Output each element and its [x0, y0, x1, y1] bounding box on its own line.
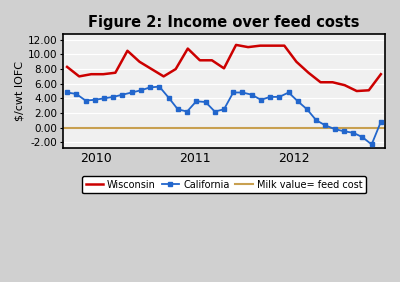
California — [65, 91, 70, 94]
Legend: Wisconsin, California, Milk value= feed cost: Wisconsin, California, Milk value= feed … — [82, 176, 366, 193]
California — [378, 120, 383, 124]
California — [351, 131, 356, 135]
Wisconsin — [173, 67, 178, 71]
Wisconsin — [210, 59, 214, 62]
Wisconsin — [137, 60, 142, 63]
Y-axis label: $/cwt IOFC: $/cwt IOFC — [15, 61, 25, 121]
Wisconsin — [342, 83, 347, 87]
California — [194, 100, 199, 103]
California — [157, 85, 162, 88]
California — [277, 95, 282, 99]
Wisconsin — [89, 72, 94, 76]
California — [212, 110, 217, 113]
California — [240, 91, 245, 94]
California — [102, 97, 106, 100]
Title: Figure 2: Income over feed costs: Figure 2: Income over feed costs — [88, 15, 360, 30]
Wisconsin — [149, 67, 154, 71]
California — [332, 127, 337, 131]
Wisconsin — [366, 89, 371, 92]
California — [314, 119, 319, 122]
California — [129, 91, 134, 94]
Wisconsin — [101, 72, 106, 76]
Wisconsin — [318, 81, 323, 84]
Wisconsin — [198, 59, 202, 62]
California — [268, 95, 272, 99]
Wisconsin — [378, 72, 383, 76]
California — [305, 108, 310, 111]
California — [74, 92, 79, 96]
Wisconsin — [258, 44, 262, 47]
Line: Wisconsin: Wisconsin — [67, 45, 381, 91]
California — [369, 143, 374, 146]
California — [203, 100, 208, 104]
Wisconsin — [270, 44, 275, 47]
California — [120, 93, 125, 96]
Wisconsin — [294, 60, 299, 63]
California — [148, 86, 152, 89]
California — [323, 124, 328, 127]
California — [258, 98, 263, 102]
Wisconsin — [185, 47, 190, 50]
Wisconsin — [330, 81, 335, 84]
California — [166, 96, 171, 99]
Wisconsin — [282, 44, 287, 47]
California — [249, 93, 254, 96]
California — [92, 98, 97, 102]
Wisconsin — [161, 75, 166, 78]
California — [286, 91, 291, 94]
Wisconsin — [65, 65, 70, 69]
California — [296, 100, 300, 103]
Wisconsin — [354, 89, 359, 93]
California — [138, 89, 143, 92]
California — [111, 95, 116, 99]
California — [176, 108, 180, 111]
Wisconsin — [222, 67, 226, 70]
Wisconsin — [246, 45, 250, 49]
Line: California: California — [65, 85, 383, 146]
California — [185, 110, 190, 113]
Wisconsin — [234, 43, 238, 47]
California — [360, 135, 365, 139]
Wisconsin — [113, 71, 118, 74]
California — [342, 130, 346, 133]
California — [231, 91, 236, 94]
California — [222, 108, 226, 111]
Wisconsin — [125, 49, 130, 52]
Wisconsin — [77, 75, 82, 78]
California — [83, 99, 88, 102]
Wisconsin — [306, 71, 311, 74]
